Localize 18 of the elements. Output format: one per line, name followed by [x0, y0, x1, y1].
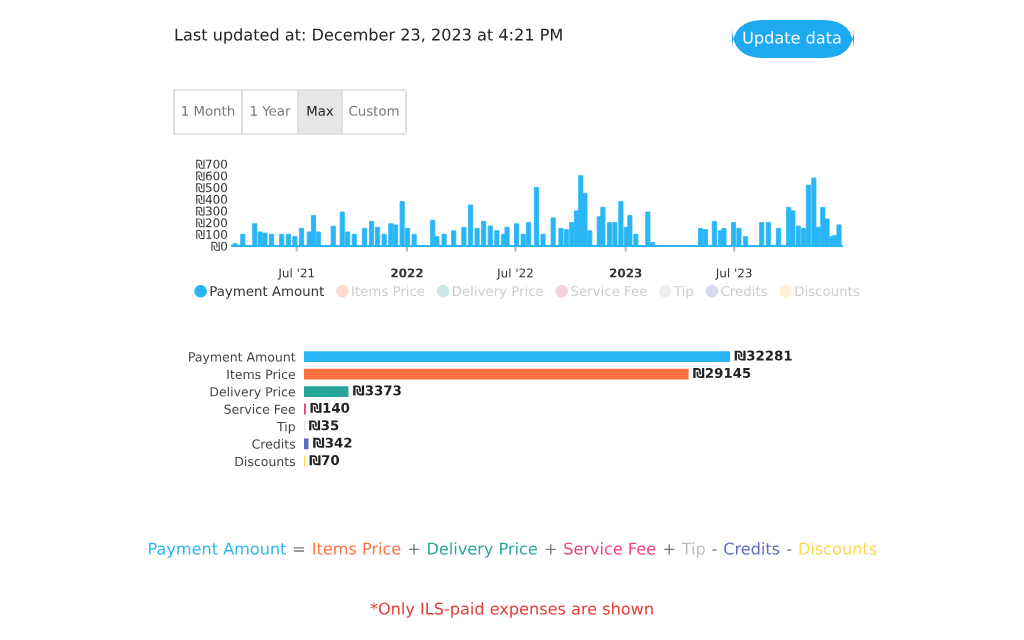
text: *Only ILS-paid expenses are shown	[370, 602, 653, 618]
bar	[304, 368, 689, 380]
text: Delivery Price	[428, 542, 537, 558]
text: Tip	[681, 542, 705, 558]
text: =	[293, 547, 305, 552]
text: Items Price	[313, 542, 401, 555]
text: Last updated at: December 23, 2023 at 4:21 PM	[175, 28, 562, 44]
text: -	[712, 549, 717, 551]
text: Discounts	[799, 542, 877, 555]
bar	[304, 351, 730, 363]
text: +	[545, 544, 556, 555]
text: -	[787, 549, 792, 551]
text: Credits	[724, 542, 780, 555]
text: Update data	[743, 31, 841, 47]
bar	[304, 386, 349, 397]
text: +	[664, 544, 675, 555]
text: +	[408, 544, 420, 555]
text: Service Fee	[564, 542, 656, 555]
